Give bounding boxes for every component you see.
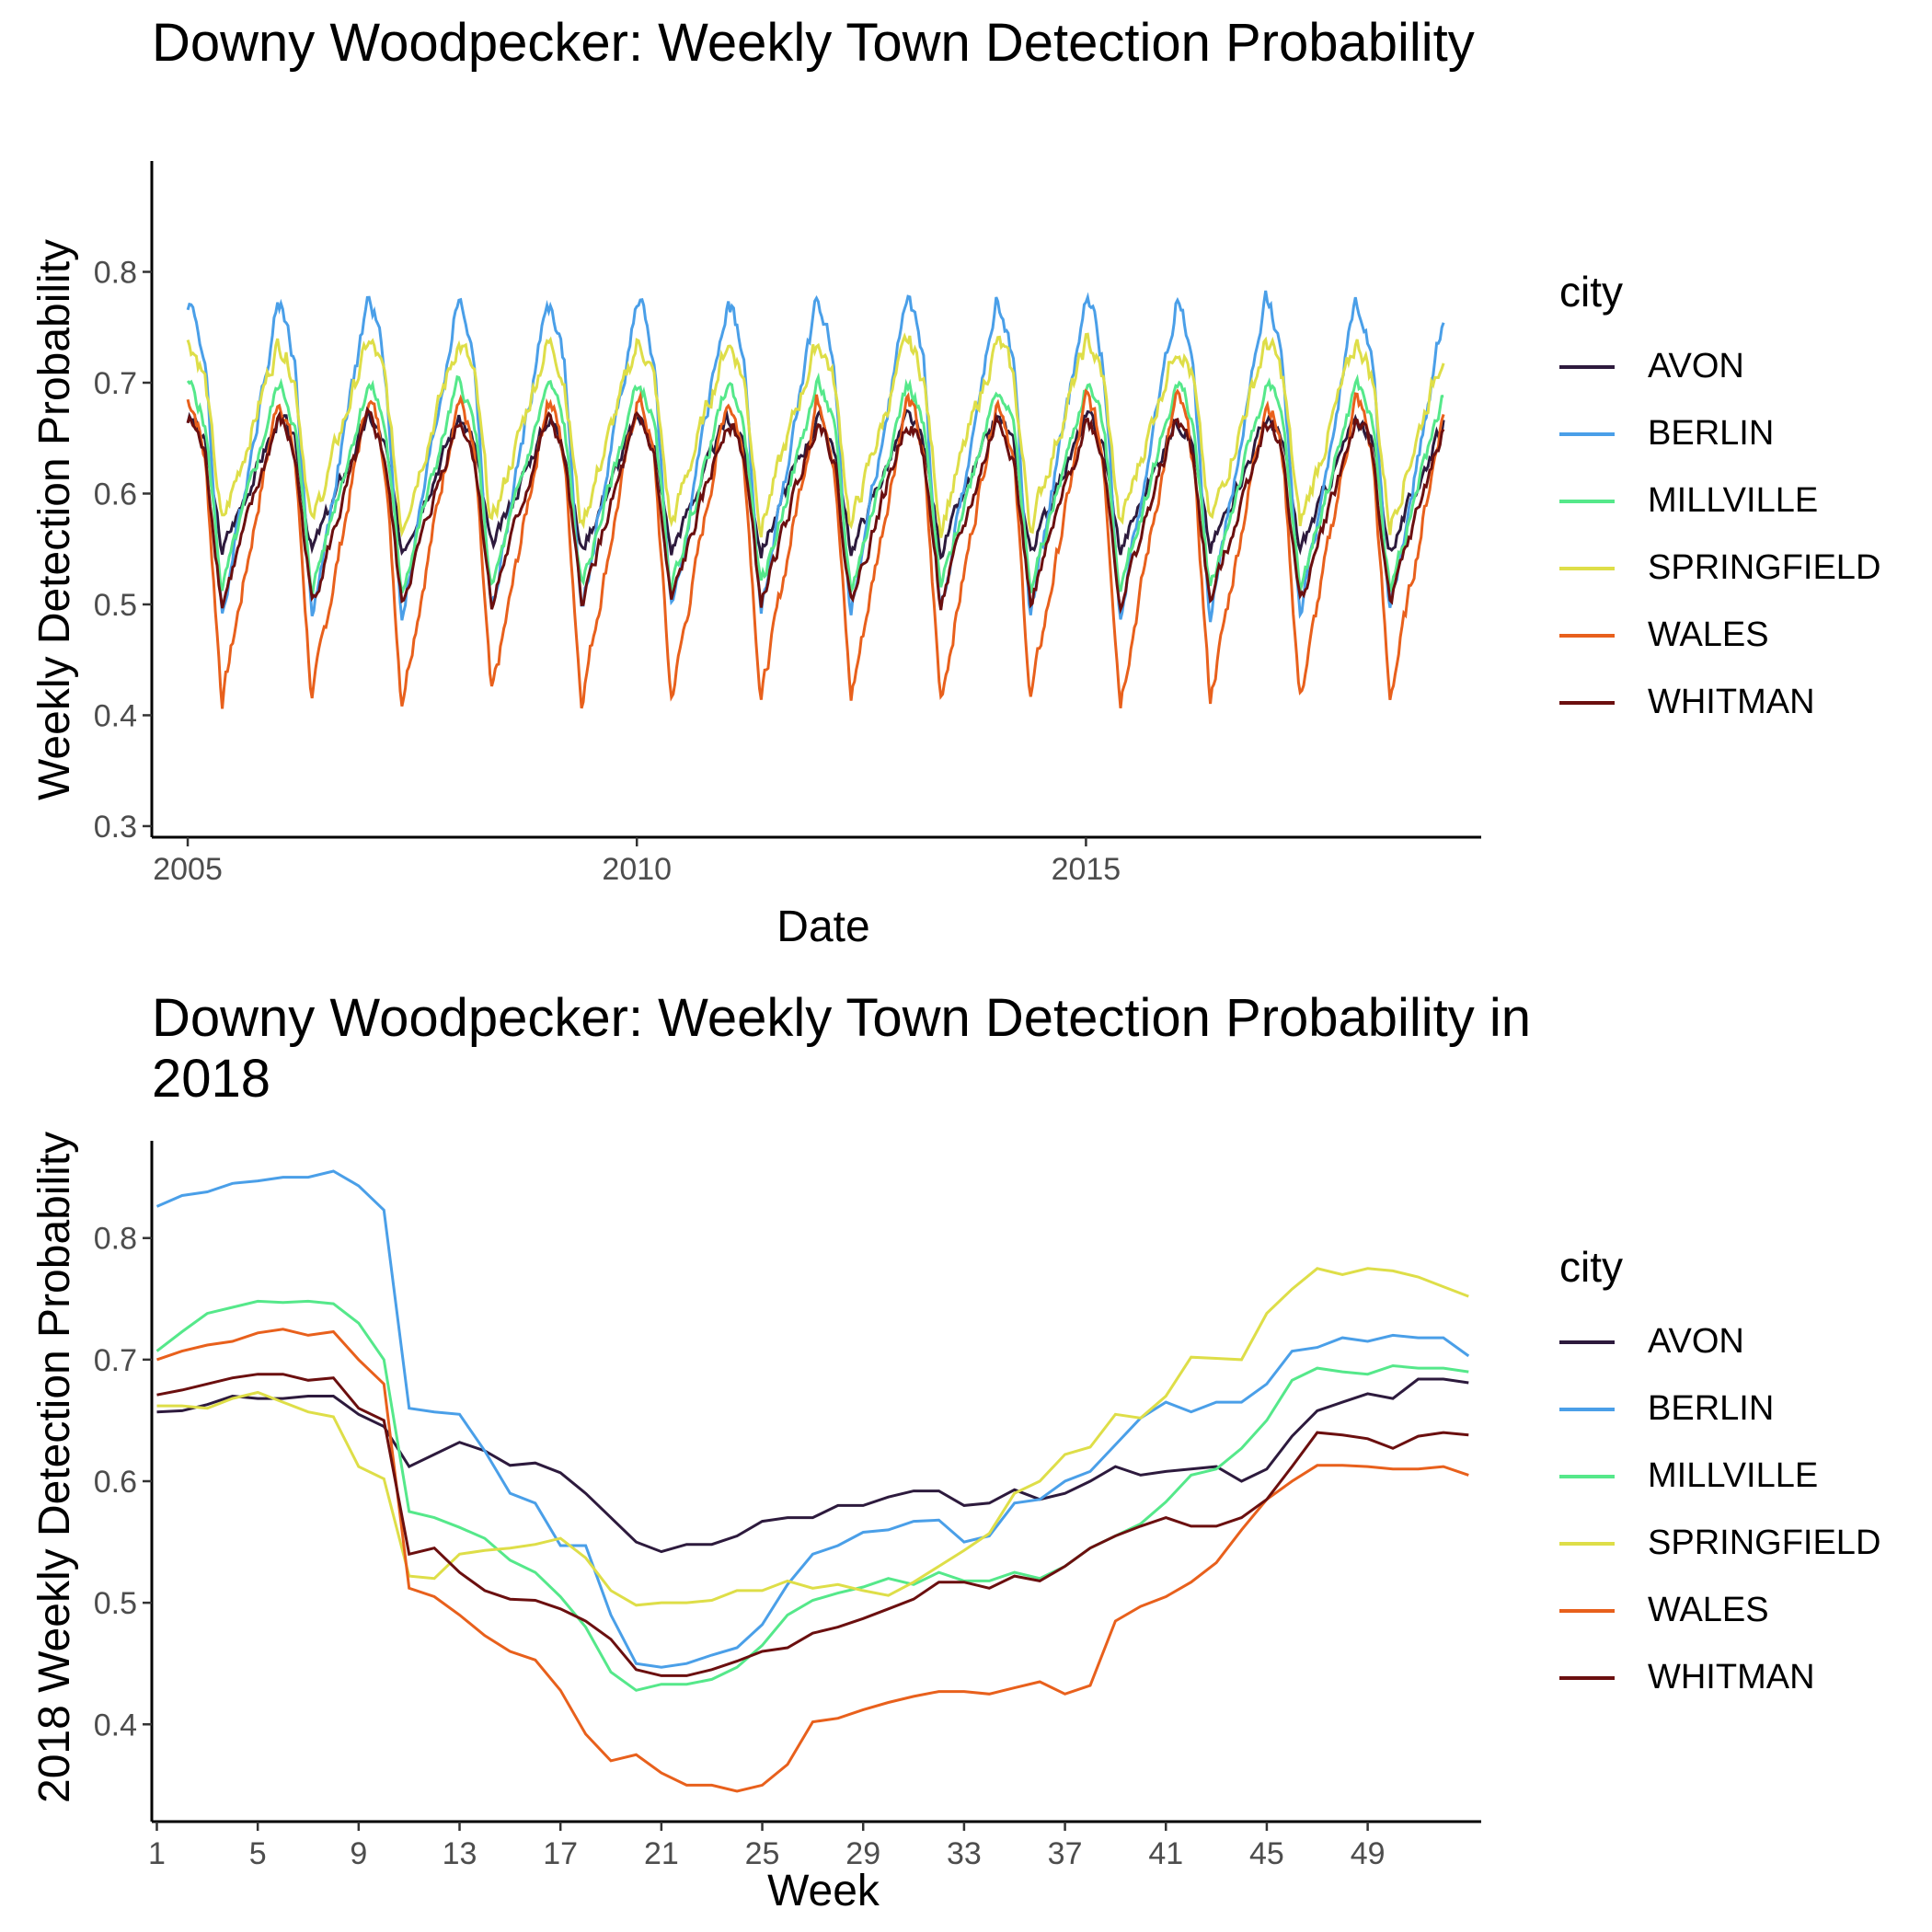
legend-label: WALES <box>1648 615 1769 654</box>
legend-item: WALES <box>1559 602 1880 669</box>
series-line-whitman <box>186 406 1445 615</box>
legend-swatch <box>1559 1474 1615 1478</box>
y-tick-label: 0.7 <box>94 366 137 401</box>
legend-item: WALES <box>1559 1577 1880 1644</box>
y-tick-label: 0.4 <box>94 698 137 733</box>
y-tick-label: 0.6 <box>94 477 137 512</box>
legend-label: AVON <box>1648 347 1744 385</box>
legend-swatch <box>1559 1608 1615 1613</box>
legend-label: MILLVILLE <box>1648 481 1819 520</box>
series-line-whitman <box>156 1373 1469 1677</box>
x-tick-label: 33 <box>947 1836 982 1871</box>
legend-swatch <box>1559 1541 1615 1546</box>
legend-item: SPRINGFIELD <box>1559 535 1880 602</box>
x-tick-label: 5 <box>249 1836 267 1871</box>
chart-panel-timeseries: Downy Woodpecker: Weekly Town Detection … <box>30 13 1880 951</box>
legend-swatch <box>1559 1675 1615 1680</box>
series-line-wales <box>156 1328 1469 1793</box>
y-tick-label: 0.5 <box>94 588 137 623</box>
legend-label: WALES <box>1648 1591 1769 1629</box>
legend-swatch <box>1559 364 1615 369</box>
series-line-wales <box>186 388 1445 709</box>
legend-item: MILLVILLE <box>1559 467 1880 535</box>
legend-swatch <box>1559 566 1615 570</box>
series-line-berlin <box>155 1169 1470 1669</box>
legend: city AVON BERLIN MILLVILLE SPRINGFIELD WALES… <box>1559 1242 1880 1711</box>
legend-swatch <box>1559 431 1615 436</box>
legend-item: BERLIN <box>1559 400 1880 467</box>
y-tick-label: 0.8 <box>94 1222 137 1257</box>
y-tick-label: 0.3 <box>94 810 137 845</box>
x-tick-label: 49 <box>1351 1836 1386 1871</box>
legend-item: MILLVILLE <box>1559 1443 1880 1510</box>
legend-title: city <box>1559 268 1623 316</box>
legend-item: AVON <box>1559 333 1880 400</box>
x-tick-label: 37 <box>1048 1836 1083 1871</box>
timeseries-plot: 0.3 0.4 0.5 0.6 0.7 0.8 2005 2010 2015 <box>94 161 1481 887</box>
legend-swatch <box>1559 1407 1615 1411</box>
x-tick-label: 17 <box>543 1836 578 1871</box>
legend-item: WHITMAN <box>1559 669 1880 736</box>
y-axis-label: 2018 Weekly Detection Probability <box>30 1131 79 1803</box>
x-tick-label: 2005 <box>153 852 223 887</box>
series-line-millville <box>155 1299 1469 1692</box>
series-line-springfield <box>156 1267 1469 1607</box>
x-tick-label: 9 <box>350 1836 367 1871</box>
legend-swatch <box>1559 633 1615 638</box>
y-tick-label: 0.7 <box>94 1343 137 1378</box>
legend: city AVON BERLIN MILLVILLE SPRINGFIELD WALES… <box>1559 267 1880 736</box>
chart-panel-2018: Downy Woodpecker: Weekly Town Detection … <box>0 975 1932 1932</box>
x-tick-label: 21 <box>644 1836 679 1871</box>
y-tick-label: 0.5 <box>94 1586 137 1621</box>
legend-label: BERLIN <box>1648 1389 1775 1428</box>
legend-label: SPRINGFIELD <box>1648 1524 1881 1562</box>
series-line-millville <box>186 372 1444 598</box>
x-tick-label: 2010 <box>602 852 672 887</box>
chart-title: Downy Woodpecker: Weekly Town Detection … <box>152 13 1475 73</box>
legend-label: WHITMAN <box>1648 1658 1815 1696</box>
x-tick-label: 25 <box>745 1836 780 1871</box>
series-line-avon <box>156 1377 1469 1554</box>
y-tick-label: 0.6 <box>94 1465 137 1500</box>
x-axis-label: Week <box>767 1867 880 1915</box>
y-tick-label: 0.8 <box>94 255 137 290</box>
legend-label: WHITMAN <box>1648 683 1815 721</box>
legend-label: AVON <box>1648 1322 1744 1361</box>
series-line-springfield <box>186 332 1445 538</box>
legend-item: BERLIN <box>1559 1375 1880 1443</box>
chart-title: Downy Woodpecker: Weekly Town Detection … <box>152 988 1532 1109</box>
legend-swatch <box>1559 700 1615 705</box>
legend-title: city <box>1559 1243 1623 1291</box>
x-tick-label: 1 <box>148 1836 166 1871</box>
y-axis-label: Weekly Detection Probability <box>30 238 79 800</box>
legend-item: AVON <box>1559 1308 1880 1375</box>
x-tick-label: 29 <box>845 1836 880 1871</box>
legend-label: BERLIN <box>1648 414 1775 453</box>
x-tick-label: 2015 <box>1052 852 1121 887</box>
y-tick-label: 0.4 <box>94 1708 137 1742</box>
legend-item: WHITMAN <box>1559 1644 1880 1711</box>
x-tick-label: 41 <box>1148 1836 1183 1871</box>
legend-label: MILLVILLE <box>1648 1456 1819 1495</box>
x-axis-label: Date <box>776 903 870 951</box>
legend-swatch <box>1559 1340 1615 1344</box>
x-tick-label: 13 <box>443 1836 477 1871</box>
legend-label: SPRINGFIELD <box>1648 548 1881 587</box>
legend-swatch <box>1559 499 1615 503</box>
x-tick-label: 45 <box>1249 1836 1284 1871</box>
series-line-avon <box>186 408 1445 560</box>
legend-item: SPRINGFIELD <box>1559 1510 1880 1577</box>
weekly-2018-plot: 0.4 0.5 0.6 0.7 0.8 1 5 9 13 17 21 25 29 33 37 41 45 49 <box>94 1141 1481 1871</box>
